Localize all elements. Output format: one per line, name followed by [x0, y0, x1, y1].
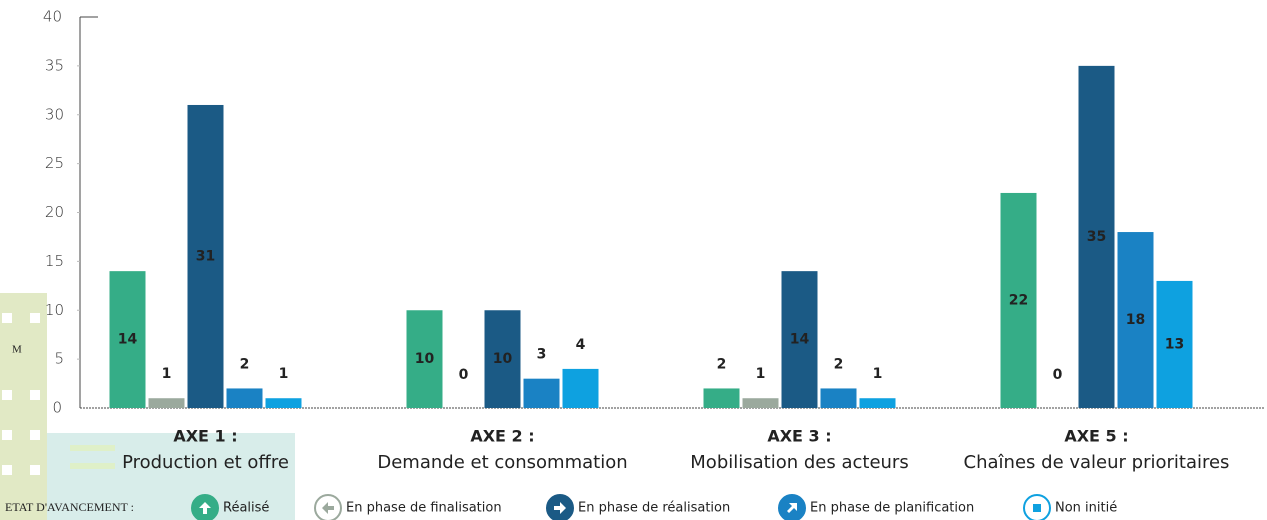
y-tick-label: 20	[45, 203, 64, 221]
value-label: 2	[834, 356, 844, 372]
value-label: 0	[1053, 367, 1063, 383]
legend-title: ETAT D'AVANCEMENT :	[5, 500, 134, 514]
y-tick-label: 15	[45, 252, 64, 270]
value-label: 0	[459, 367, 469, 383]
bar	[524, 379, 560, 408]
y-tick-label: 0	[52, 399, 62, 417]
value-label: 35	[1087, 229, 1106, 245]
value-label: 3	[537, 347, 547, 363]
bar	[149, 398, 185, 408]
value-label: 4	[576, 337, 586, 353]
y-tick-label: 10	[45, 301, 64, 319]
bar	[227, 388, 263, 408]
legend-label: En phase de finalisation	[346, 501, 502, 516]
legend-label: En phase de planification	[810, 501, 974, 516]
category-description: Chaînes de valeur prioritaires	[964, 452, 1230, 473]
category-label: AXE 3 :	[767, 427, 831, 446]
bar	[821, 388, 857, 408]
value-label: 1	[162, 366, 172, 382]
value-label: 10	[415, 351, 435, 367]
y-tick-label: 35	[45, 56, 64, 74]
legend-label: Réalisé	[223, 501, 269, 516]
category-label: AXE 1 :	[173, 427, 237, 446]
bar	[704, 388, 740, 408]
chart: M ETAT D'AVANCEMENT : 0510152025303540AX…	[0, 0, 1267, 520]
value-label: 10	[493, 351, 513, 367]
value-label: 1	[873, 366, 883, 382]
value-label: 2	[240, 356, 250, 372]
category-description: Mobilisation des acteurs	[690, 452, 908, 473]
category-label: AXE 5 :	[1064, 427, 1128, 446]
value-label: 14	[790, 332, 810, 348]
overlay-text: M	[12, 344, 22, 356]
bar	[743, 398, 779, 408]
value-label: 13	[1165, 336, 1184, 352]
y-tick-label: 30	[45, 105, 64, 123]
y-tick-label: 5	[54, 350, 64, 368]
category-label: AXE 2 :	[470, 427, 534, 446]
value-label: 31	[196, 248, 215, 264]
legend-label: Non initié	[1055, 501, 1117, 516]
value-label: 1	[279, 366, 289, 382]
legend-glyph	[1033, 504, 1041, 512]
value-label: 2	[717, 356, 727, 372]
bar	[563, 369, 599, 408]
value-label: 1	[756, 366, 766, 382]
value-label: 22	[1009, 292, 1028, 308]
bar	[266, 398, 302, 408]
y-tick-label: 40	[43, 8, 62, 26]
value-label: 18	[1126, 312, 1145, 328]
legend-label: En phase de réalisation	[578, 501, 730, 516]
bar	[860, 398, 896, 408]
value-label: 14	[118, 332, 138, 348]
category-description: Demande et consommation	[377, 452, 627, 473]
y-tick-label: 25	[45, 154, 64, 172]
category-description: Production et offre	[122, 452, 289, 473]
